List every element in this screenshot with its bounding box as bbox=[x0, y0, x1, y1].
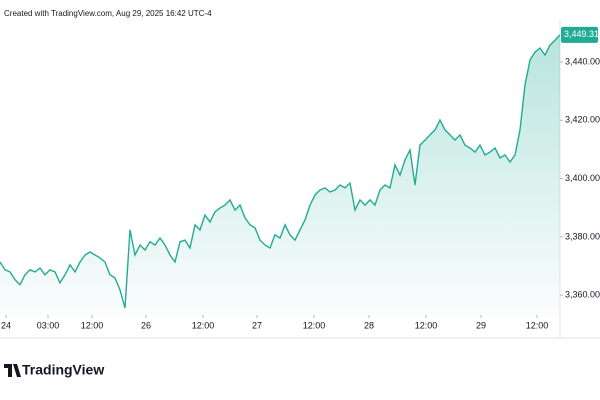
x-tick-label: 28 bbox=[364, 320, 374, 330]
logo bbox=[4, 364, 21, 377]
header: Created with TradingView.com, Aug 29, 20… bbox=[4, 9, 212, 18]
y-tick-label: 3,380.000 bbox=[565, 231, 600, 241]
line bbox=[0, 34, 561, 309]
y-tick-label: 3,420.000 bbox=[565, 115, 600, 125]
x-tick-label: 12:00 bbox=[526, 320, 549, 330]
x-tick-label: 03:00 bbox=[37, 320, 60, 330]
x-tick-label: 12:00 bbox=[303, 320, 326, 330]
brand: TradingView bbox=[22, 362, 104, 378]
y-tick-label: 3,440.000 bbox=[565, 56, 600, 66]
x-tick-label: 12:00 bbox=[192, 320, 215, 330]
x-tick-label: 29 bbox=[476, 320, 486, 330]
x-tick-label: 12:00 bbox=[415, 320, 438, 330]
area bbox=[0, 34, 560, 316]
y-tick-label: 3,360.000 bbox=[565, 290, 600, 300]
price-label-box bbox=[561, 26, 598, 43]
x-tick-label: 27 bbox=[252, 320, 262, 330]
y-tick-label: 3,400.000 bbox=[565, 173, 600, 183]
price-label: 3,449.315 bbox=[564, 29, 600, 39]
x-tick-label: 24 bbox=[1, 320, 11, 330]
x-tick-label: 26 bbox=[141, 320, 151, 330]
x-tick-label: 12:00 bbox=[81, 320, 104, 330]
